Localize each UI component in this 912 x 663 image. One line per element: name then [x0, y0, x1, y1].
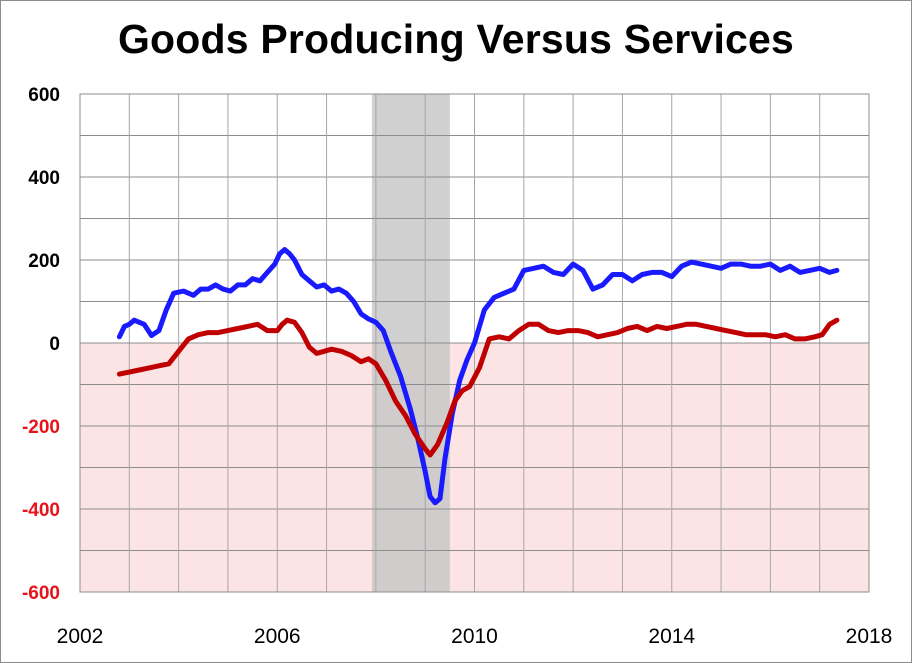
y-tick-label: 600 — [28, 85, 60, 106]
x-axis-tick-labels: 2002 2006 2010 2014 2018 — [57, 625, 893, 648]
x-tick-label: 2014 — [648, 625, 695, 648]
y-tick-label: -600 — [22, 583, 60, 604]
x-tick-label: 2010 — [451, 625, 498, 648]
series-line-2 — [116, 317, 840, 458]
plot-area-border — [79, 93, 870, 593]
series-lines — [116, 247, 840, 506]
y-tick-label: 400 — [28, 168, 60, 189]
series-line-1 — [116, 247, 840, 506]
y-tick-label: -400 — [22, 500, 60, 521]
y-axis-tick-labels: 600 400 200 0 -200 -400 -600 — [22, 85, 60, 604]
y-tick-label: -200 — [22, 417, 60, 438]
x-tick-label: 2018 — [846, 625, 893, 648]
y-tick-label: 0 — [49, 334, 60, 355]
chart-title: Goods Producing Versus Services — [117, 16, 795, 62]
y-tick-label: 200 — [28, 251, 60, 272]
x-tick-label: 2006 — [254, 625, 301, 648]
x-tick-label: 2002 — [57, 625, 104, 648]
